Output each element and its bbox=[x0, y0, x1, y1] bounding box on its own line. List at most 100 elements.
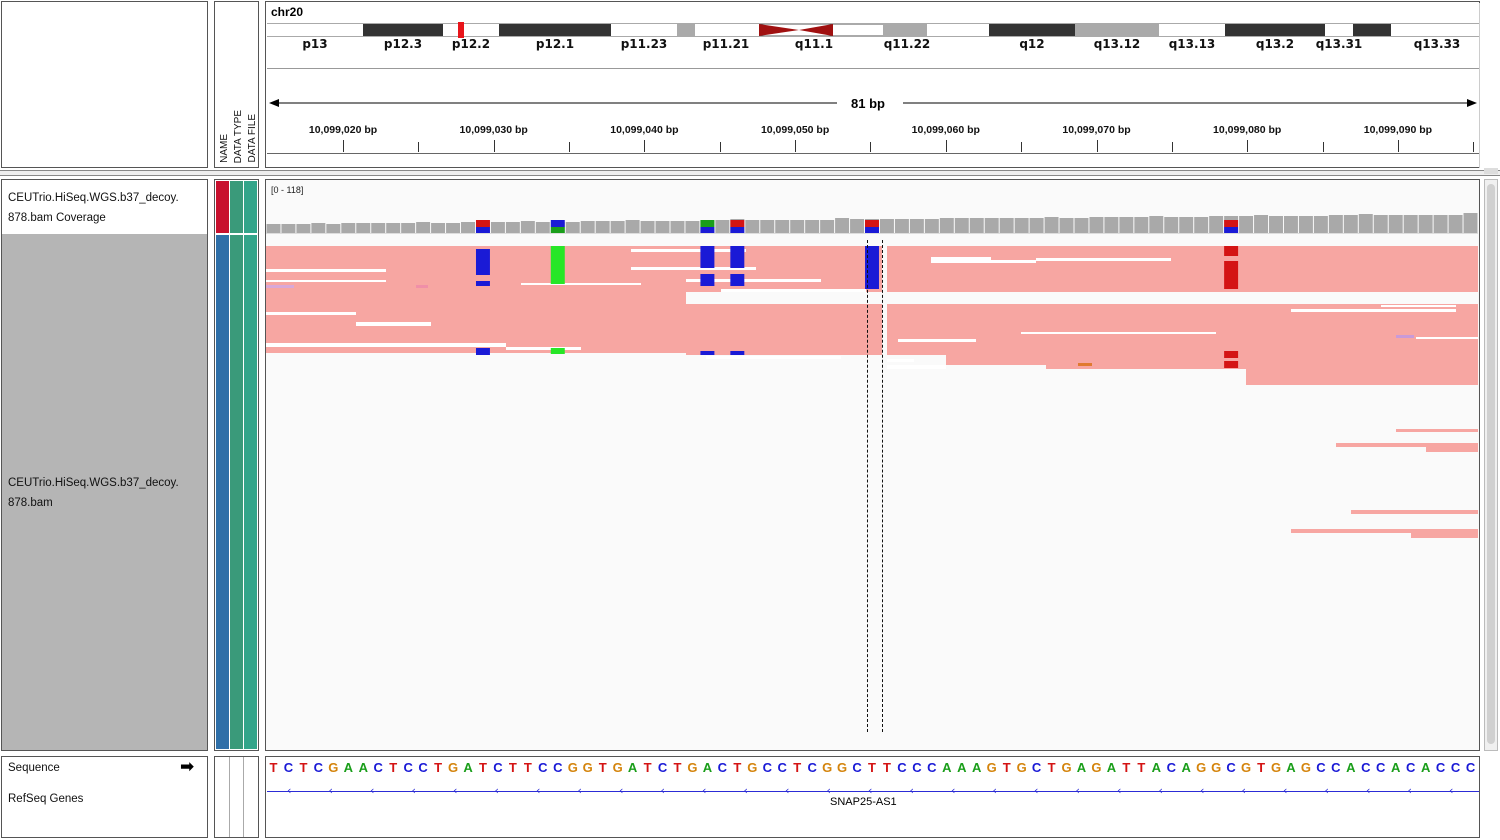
current-locus-marker bbox=[458, 22, 464, 38]
ruler-tick bbox=[569, 142, 571, 152]
attr-cell-alignment-type[interactable] bbox=[230, 235, 243, 749]
ideogram-band-0 bbox=[267, 24, 363, 36]
sequence-base: T bbox=[1047, 760, 1056, 775]
gene-strand-arrow-icon: ‹ bbox=[453, 784, 458, 797]
read-block bbox=[1246, 369, 1478, 385]
sequence-base: C bbox=[538, 760, 548, 775]
chromosome-ideogram[interactable] bbox=[267, 22, 1480, 58]
sequence-base: C bbox=[1465, 760, 1476, 775]
alignment-track-name-row[interactable]: CEUTrio.HiSeq.WGS.b37_decoy. 878.bam bbox=[2, 234, 207, 750]
read-gap bbox=[706, 356, 841, 359]
coverage-bar bbox=[266, 224, 281, 233]
attribute-header-panel[interactable]: NAME DATA TYPE DATA FILE bbox=[214, 1, 259, 168]
band-label-p12-2: p12.2 bbox=[451, 37, 491, 51]
gene-feature[interactable]: ‹ ‹ ‹ ‹ ‹ ‹ ‹ ‹ ‹ ‹ ‹ ‹ ‹ ‹ ‹ ‹ ‹ ‹ ‹ ‹ ‹ ‹ ‹ ‹ ‹ ‹ ‹ ‹ ‹ bbox=[267, 784, 1479, 797]
attr-header-name[interactable]: NAME bbox=[219, 134, 230, 163]
read-gap bbox=[266, 312, 356, 315]
sequence-base: C bbox=[1316, 760, 1326, 775]
sequence-base: G bbox=[1196, 760, 1207, 775]
ideogram-band-14 bbox=[1325, 24, 1353, 36]
coverage-bar bbox=[446, 223, 461, 233]
sequence-base: A bbox=[343, 760, 353, 775]
coverage-bar bbox=[1403, 215, 1418, 233]
attr-cell-coverage-file[interactable] bbox=[244, 181, 257, 233]
ruler-label: 10,099,030 bp bbox=[459, 124, 528, 136]
ruler-ticks bbox=[267, 140, 1479, 154]
gene-strand-arrow-icon: ‹ bbox=[1200, 784, 1205, 797]
ruler-tick bbox=[719, 142, 721, 152]
attr-cell-coverage-type[interactable] bbox=[230, 181, 243, 233]
coverage-bar bbox=[1358, 214, 1373, 233]
read-gap bbox=[931, 257, 991, 260]
read-mismatch bbox=[550, 246, 565, 284]
sequence-base: G bbox=[567, 760, 578, 775]
sequence-base: C bbox=[1450, 760, 1461, 775]
ideogram-band-4 bbox=[611, 24, 677, 36]
read-block bbox=[1351, 510, 1478, 514]
sequence-track-name[interactable]: Sequence bbox=[8, 762, 60, 774]
coverage-track[interactable] bbox=[266, 180, 1479, 234]
coverage-bar bbox=[625, 220, 640, 233]
gene-strand-arrow-icon: ‹ bbox=[1075, 784, 1080, 797]
read-gap bbox=[1021, 332, 1216, 334]
sequence-base: T bbox=[523, 760, 532, 775]
read-block bbox=[1396, 429, 1478, 432]
coverage-bar bbox=[520, 221, 535, 233]
coverage-bar bbox=[655, 221, 670, 233]
coverage-bar bbox=[595, 221, 610, 233]
read-gap bbox=[266, 343, 506, 347]
read-block bbox=[1411, 533, 1478, 538]
alignment-track-name[interactable]: CEUTrio.HiSeq.WGS.b37_decoy. 878.bam bbox=[8, 477, 179, 509]
ruler-label: 10,099,080 bp bbox=[1213, 124, 1282, 136]
header-divider[interactable] bbox=[0, 170, 1500, 176]
attr-header-data-type[interactable]: DATA TYPE bbox=[233, 109, 244, 163]
coverage-bar bbox=[1149, 216, 1164, 233]
gene-strand-arrow-icon: ‹ bbox=[619, 784, 624, 797]
coverage-bar bbox=[805, 220, 820, 233]
ruler[interactable]: 81 bp 10,099,020 bp 10,099,030 bp 10,099,0… bbox=[267, 68, 1479, 156]
read-mismatch bbox=[730, 274, 745, 286]
coverage-bar bbox=[999, 218, 1014, 233]
sequence-base: C bbox=[553, 760, 563, 775]
coverage-bar bbox=[1463, 213, 1478, 233]
coverage-mismatch-bottom bbox=[475, 227, 490, 233]
header-scrollbar-stub bbox=[1484, 168, 1498, 174]
read-mismatch bbox=[550, 348, 565, 354]
data-scrollbar[interactable] bbox=[1484, 179, 1498, 751]
alignment-track[interactable] bbox=[266, 234, 1479, 750]
sequence-base: T bbox=[269, 760, 278, 775]
center-gap bbox=[882, 234, 887, 384]
read-soft-clip bbox=[416, 285, 428, 288]
feature-attr-divider-2 bbox=[243, 757, 244, 837]
ideogram-band-12 bbox=[1159, 24, 1225, 36]
strand-arrow-icon[interactable]: ➡ bbox=[180, 757, 195, 777]
coverage-bar bbox=[1104, 217, 1119, 233]
attr-header-data-file[interactable]: DATA FILE bbox=[247, 114, 258, 163]
coverage-bar bbox=[670, 221, 685, 233]
attr-cell-alignment-name[interactable] bbox=[216, 235, 229, 749]
sequence-base: A bbox=[1076, 760, 1087, 775]
coverage-bar bbox=[984, 218, 999, 233]
attr-cell-alignment-file[interactable] bbox=[244, 235, 257, 749]
sequence-base: A bbox=[1151, 760, 1161, 775]
ruler-tick bbox=[493, 140, 495, 152]
attr-cell-coverage-name[interactable] bbox=[216, 181, 229, 233]
gene-strand-arrow-icon: ‹ bbox=[1283, 784, 1288, 797]
read-block bbox=[686, 351, 1478, 355]
sequence-base: C bbox=[912, 760, 922, 775]
ruler-label: 10,099,070 bp bbox=[1062, 124, 1131, 136]
coverage-bar bbox=[416, 222, 431, 233]
genes-track-name[interactable]: RefSeq Genes bbox=[8, 793, 84, 805]
data-scrollbar-thumb[interactable] bbox=[1487, 184, 1495, 744]
coverage-mismatch-top bbox=[865, 220, 879, 227]
read-gap bbox=[631, 249, 746, 252]
coverage-track-name-row[interactable]: CEUTrio.HiSeq.WGS.b37_decoy. 878.bam Cov… bbox=[2, 180, 207, 234]
sequence-base: T bbox=[1122, 760, 1131, 775]
gene-strand-arrow-icon: ‹ bbox=[909, 784, 914, 797]
coverage-bar bbox=[685, 221, 700, 233]
ideogram-band-labels: p13 p12.3 p12.2 p12.1 p11.23 p11.21 q11.1 q11.2… bbox=[267, 37, 1480, 53]
ruler-label: 10,099,020 bp bbox=[308, 124, 378, 136]
coverage-track-name[interactable]: CEUTrio.HiSeq.WGS.b37_decoy. 878.bam Cov… bbox=[8, 192, 179, 224]
sequence-base: G bbox=[822, 760, 833, 775]
